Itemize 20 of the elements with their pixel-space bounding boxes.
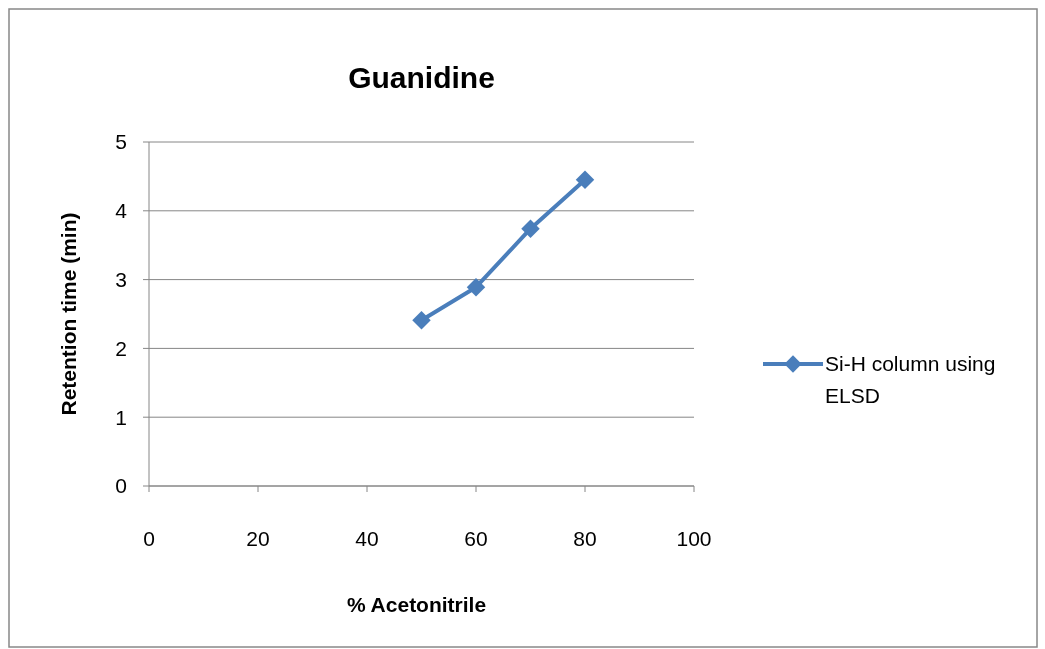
legend-label: Si-H column using ELSD [825, 352, 996, 407]
y-tick-label: 4 [115, 199, 128, 223]
y-tick-label: 1 [115, 405, 127, 429]
y-axis-title: Retention time (min) [57, 212, 80, 416]
chart-title: Guanidine [348, 61, 495, 94]
x-tick-label: 20 [246, 527, 270, 550]
x-axis-title: % Acetonitrile [346, 593, 487, 616]
point [575, 170, 595, 190]
y-tick-label: 3 [115, 267, 127, 291]
x-tick-label: 0 [143, 527, 155, 550]
point [521, 219, 540, 238]
y-tick-label: 0 [115, 474, 127, 498]
point [412, 310, 431, 330]
x-tick-label: 80 [573, 527, 597, 550]
x-tick-label: 40 [355, 527, 379, 550]
x-tick-label: 60 [464, 527, 488, 550]
x-tick-label: 100 [676, 527, 712, 550]
y-tick-label: 2 [115, 336, 127, 360]
point [466, 277, 486, 297]
y-tick-label: 5 [115, 130, 127, 154]
